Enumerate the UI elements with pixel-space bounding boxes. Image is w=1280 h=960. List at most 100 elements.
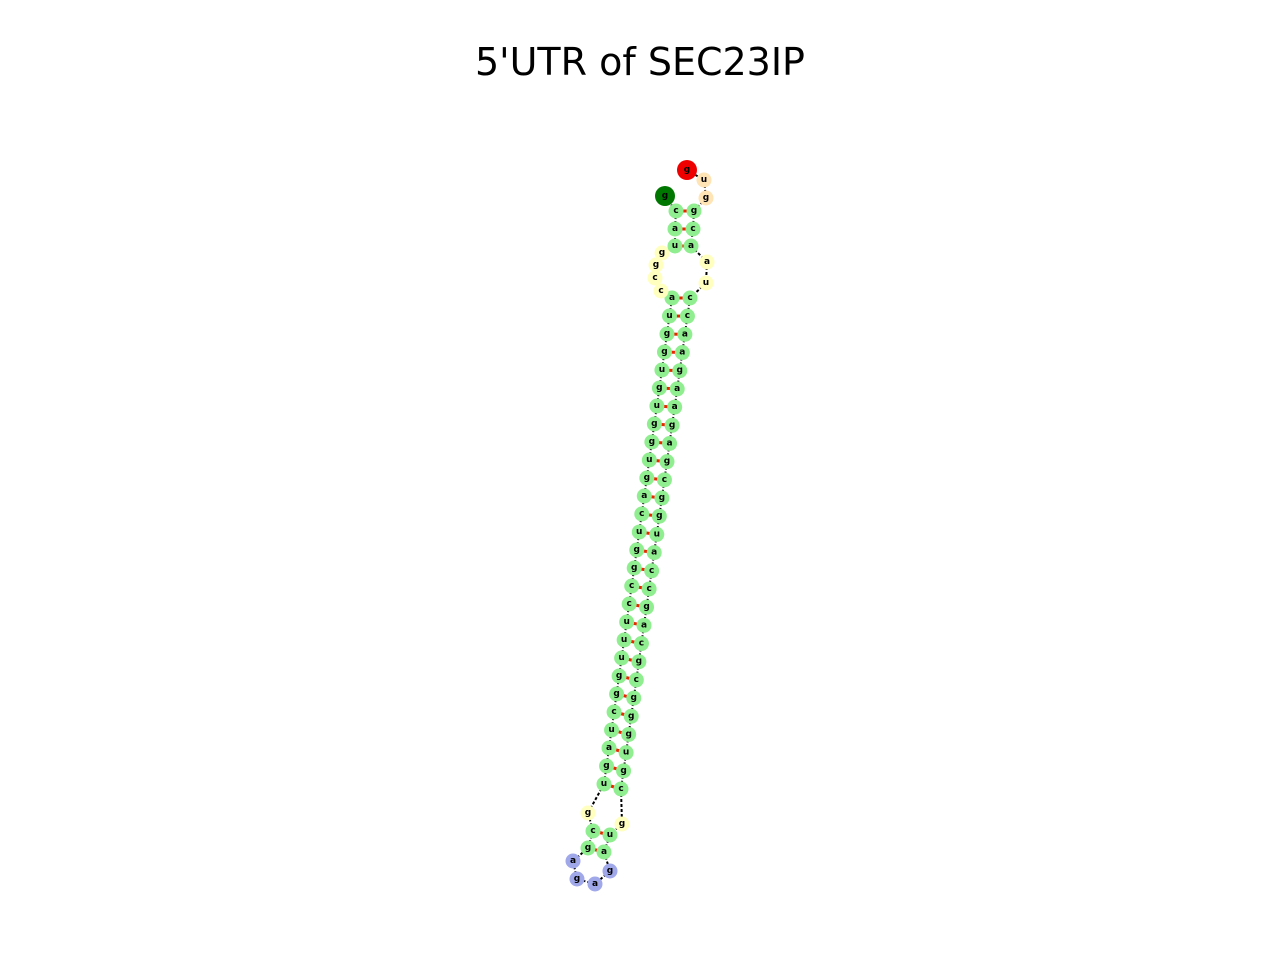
nucleotide-circle xyxy=(677,160,697,180)
nucleotide-circle xyxy=(613,781,629,797)
nucleotide: g xyxy=(569,871,585,887)
nucleotide: a xyxy=(667,221,683,237)
nucleotide-label: a xyxy=(601,847,607,857)
nucleotide: u xyxy=(667,238,683,254)
nucleotide-label: c xyxy=(685,311,690,321)
nucleotide-circle xyxy=(661,308,677,324)
nucleotide-label: c xyxy=(629,581,634,591)
nucleotide: u xyxy=(618,745,634,761)
nucleotide: g xyxy=(651,380,667,396)
nucleotide: a xyxy=(601,740,617,756)
nucleotide-label: c xyxy=(590,826,595,836)
nucleotide: g xyxy=(672,363,688,379)
nucleotide-circle xyxy=(621,726,637,742)
nucleotide-circle xyxy=(659,326,675,342)
nucleotide-circle xyxy=(639,599,655,615)
nucleotide-label: g xyxy=(703,193,709,203)
nucleotide-circle xyxy=(618,745,634,761)
nucleotide-circle xyxy=(616,763,632,779)
nucleotide-circle xyxy=(682,290,698,306)
nucleotide: g xyxy=(631,654,647,670)
nucleotide-label: g xyxy=(625,729,631,739)
nucleotide-label: a xyxy=(669,293,675,303)
nucleotide-label: a xyxy=(606,743,612,753)
nucleotide-circle xyxy=(614,816,630,832)
nucleotide-label: g xyxy=(664,329,670,339)
nucleotide: c xyxy=(606,704,622,720)
nucleotide-label: g xyxy=(620,766,626,776)
nucleotide-circle xyxy=(669,381,685,397)
nucleotide: u xyxy=(649,398,665,414)
nucleotide-circle xyxy=(672,363,688,379)
nucleotide: a xyxy=(683,238,699,254)
nucleotide-circle xyxy=(646,545,662,561)
nucleotide: u xyxy=(631,524,647,540)
nucleotide-label: u xyxy=(701,175,707,185)
nucleotide-label: a xyxy=(672,402,678,412)
nucleotide-label: c xyxy=(673,206,678,216)
nucleotide: g xyxy=(659,326,675,342)
nucleotide-label: g xyxy=(603,761,609,771)
nucleotide-circle xyxy=(664,417,680,433)
nucleotide-circle xyxy=(655,186,675,206)
nucleotide-label: u xyxy=(654,401,660,411)
nucleotide-label: g xyxy=(631,563,637,573)
nucleotide: u xyxy=(641,452,657,468)
nucleotide-label: u xyxy=(636,527,642,537)
nucleotide-circle xyxy=(647,270,663,286)
nucleotide-label: c xyxy=(662,475,667,485)
nucleotide: u xyxy=(596,776,612,792)
nucleotide-label: g xyxy=(684,165,690,175)
nucleotide-label: u xyxy=(703,278,709,288)
nucleotide-label: g xyxy=(664,457,670,467)
nucleotide-label: a xyxy=(667,438,673,448)
nucleotide-circle xyxy=(683,238,699,254)
nucleotide: c xyxy=(685,221,701,237)
nucleotide-label: g xyxy=(619,819,625,829)
nucleotide-circle xyxy=(585,823,601,839)
nucleotide: u xyxy=(649,526,665,542)
nucleotide-label: g xyxy=(644,473,650,483)
nucleotide-label: g xyxy=(574,874,580,884)
nucleotide-label: a xyxy=(674,384,680,394)
nucleotide: g xyxy=(698,190,714,206)
nucleotide-circle xyxy=(648,257,664,273)
nucleotide: u xyxy=(614,650,630,666)
nucleotide-circle xyxy=(699,254,715,270)
nucleotide-circle xyxy=(656,472,672,488)
nucleotide-label: g xyxy=(628,711,634,721)
nucleotide-circle xyxy=(644,563,660,579)
nucleotide: c xyxy=(634,506,650,522)
nucleotide-label: c xyxy=(618,784,623,794)
nucleotide: c xyxy=(628,672,644,688)
nucleotide-circle xyxy=(639,470,655,486)
nucleotide-circle xyxy=(667,399,683,415)
nucleotide-label: g xyxy=(585,843,591,853)
nucleotide-circle xyxy=(667,221,683,237)
nucleotide-circle xyxy=(604,722,620,738)
nucleotide-circle xyxy=(609,686,625,702)
nucleotide-layer: guggcaauccaagaagagcgguaccgacgcgggugcguag… xyxy=(565,160,715,892)
nucleotide: g xyxy=(646,416,662,432)
nucleotide: g xyxy=(611,668,627,684)
nucleotide: g xyxy=(659,454,675,470)
nucleotide: a xyxy=(565,853,581,869)
nucleotide-label: c xyxy=(634,675,639,685)
nucleotide-circle xyxy=(602,863,618,879)
nucleotide-circle xyxy=(649,398,665,414)
nucleotide-circle xyxy=(616,632,632,648)
nucleotide-label: u xyxy=(672,241,678,251)
nucleotide: a xyxy=(636,488,652,504)
nucleotide: c xyxy=(624,578,640,594)
nucleotide-label: u xyxy=(621,635,627,645)
nucleotide-label: a xyxy=(651,548,657,558)
nucleotide-circle xyxy=(641,452,657,468)
nucleotide: c xyxy=(633,636,649,652)
three-prime-nucleotide: g xyxy=(655,186,675,206)
nucleotide: u xyxy=(602,827,618,843)
nucleotide-circle xyxy=(580,805,596,821)
nucleotide-circle xyxy=(633,636,649,652)
nucleotide: c xyxy=(682,290,698,306)
nucleotide-circle xyxy=(674,345,690,361)
